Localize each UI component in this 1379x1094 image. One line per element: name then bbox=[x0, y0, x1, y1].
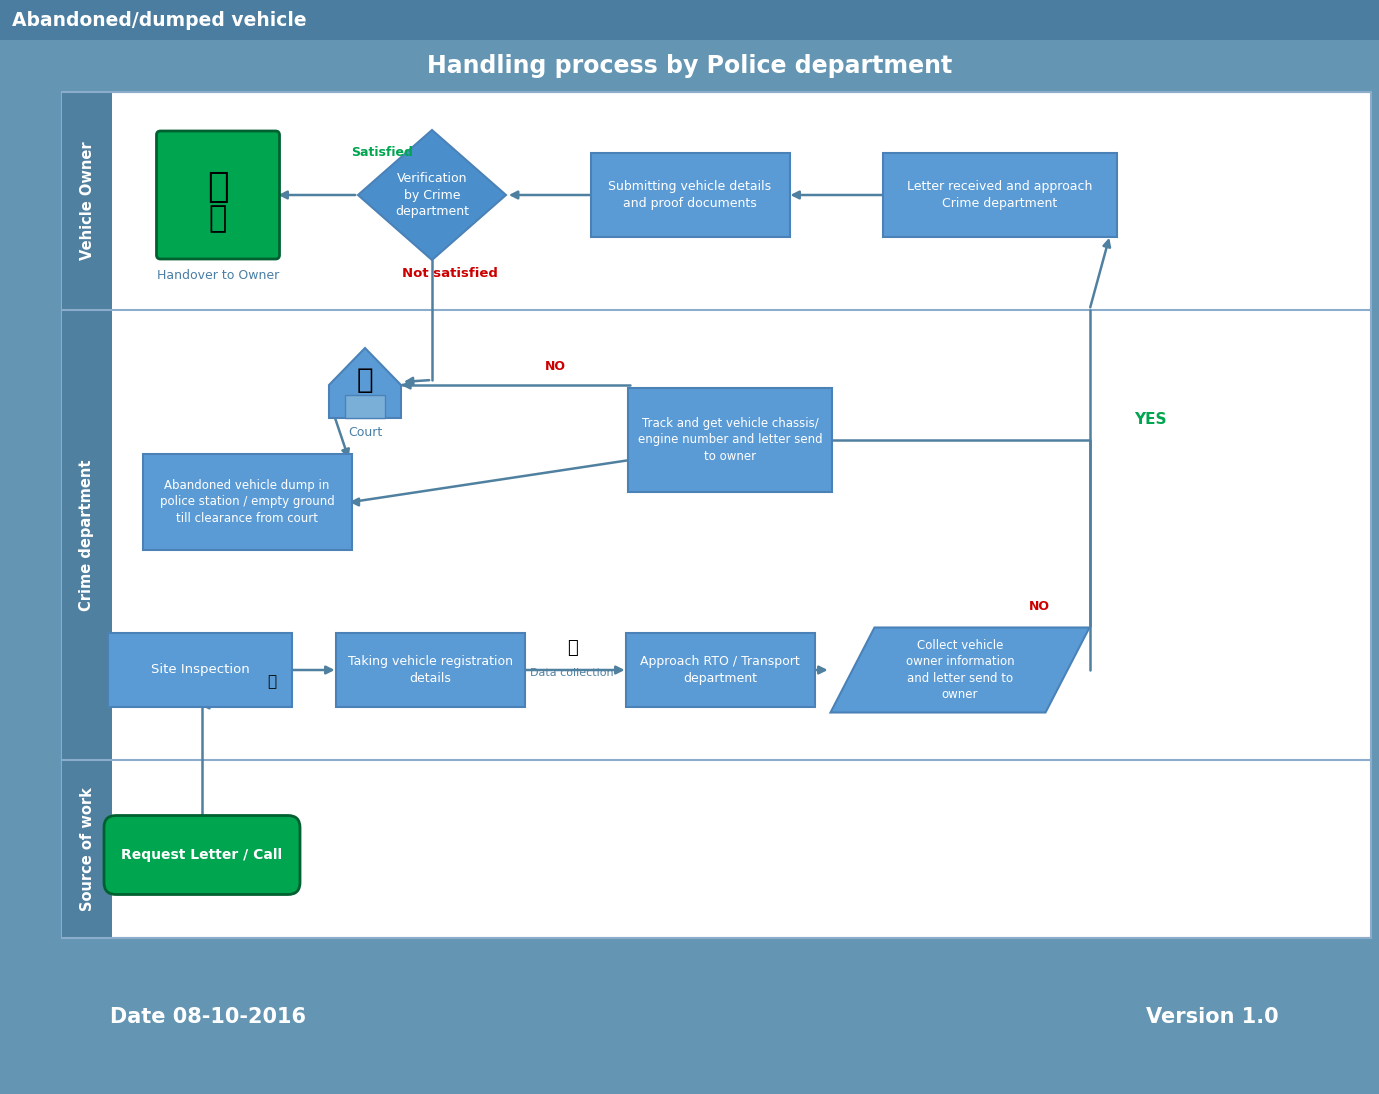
Text: Source of work: Source of work bbox=[80, 787, 95, 911]
Text: YES: YES bbox=[1134, 412, 1167, 428]
FancyBboxPatch shape bbox=[62, 311, 112, 759]
FancyBboxPatch shape bbox=[103, 815, 301, 895]
Polygon shape bbox=[359, 130, 506, 260]
Text: Abandoned/dumped vehicle: Abandoned/dumped vehicle bbox=[12, 11, 306, 30]
Text: NO: NO bbox=[1029, 601, 1049, 614]
Text: Site Inspection: Site Inspection bbox=[150, 663, 250, 676]
Text: 🚗: 🚗 bbox=[207, 170, 229, 203]
Text: 🚌: 🚌 bbox=[208, 205, 228, 233]
Text: NO: NO bbox=[545, 360, 565, 373]
Text: Verification
by Crime
department: Verification by Crime department bbox=[394, 172, 469, 218]
FancyBboxPatch shape bbox=[590, 153, 790, 237]
Text: Handling process by Police department: Handling process by Police department bbox=[427, 54, 952, 78]
Text: 📋: 📋 bbox=[268, 675, 277, 689]
Polygon shape bbox=[345, 395, 385, 418]
Text: Version 1.0: Version 1.0 bbox=[1146, 1006, 1278, 1027]
Text: Submitting vehicle details
and proof documents: Submitting vehicle details and proof doc… bbox=[608, 181, 772, 210]
Text: Court: Court bbox=[348, 426, 382, 439]
FancyBboxPatch shape bbox=[142, 454, 352, 550]
FancyBboxPatch shape bbox=[883, 153, 1117, 237]
Polygon shape bbox=[330, 348, 401, 418]
FancyBboxPatch shape bbox=[626, 633, 815, 707]
Text: Vehicle Owner: Vehicle Owner bbox=[80, 142, 95, 260]
Text: Letter received and approach
Crime department: Letter received and approach Crime depar… bbox=[907, 181, 1092, 210]
FancyBboxPatch shape bbox=[0, 940, 1379, 1094]
FancyBboxPatch shape bbox=[108, 633, 292, 707]
Text: Data collection: Data collection bbox=[530, 668, 614, 678]
Text: Collect vehicle
owner information
and letter send to
owner: Collect vehicle owner information and le… bbox=[906, 639, 1015, 701]
Text: Approach RTO / Transport
department: Approach RTO / Transport department bbox=[640, 655, 800, 685]
FancyBboxPatch shape bbox=[62, 92, 1371, 938]
FancyBboxPatch shape bbox=[0, 40, 1379, 92]
Text: Taking vehicle registration
details: Taking vehicle registration details bbox=[348, 655, 513, 685]
Text: Crime department: Crime department bbox=[80, 459, 95, 610]
FancyBboxPatch shape bbox=[156, 131, 280, 259]
FancyBboxPatch shape bbox=[62, 93, 112, 309]
FancyBboxPatch shape bbox=[0, 0, 1379, 40]
Text: Request Letter / Call: Request Letter / Call bbox=[121, 848, 283, 862]
Polygon shape bbox=[830, 628, 1089, 712]
Text: Abandoned vehicle dump in
police station / empty ground
till clearance from cour: Abandoned vehicle dump in police station… bbox=[160, 479, 334, 525]
FancyBboxPatch shape bbox=[62, 761, 112, 936]
Text: Track and get vehicle chassis/
engine number and letter send
to owner: Track and get vehicle chassis/ engine nu… bbox=[637, 417, 822, 463]
Text: 🏛: 🏛 bbox=[357, 366, 374, 394]
FancyBboxPatch shape bbox=[335, 633, 524, 707]
Text: Date 08-10-2016: Date 08-10-2016 bbox=[110, 1006, 306, 1027]
Text: Satisfied: Satisfied bbox=[352, 147, 412, 160]
FancyBboxPatch shape bbox=[627, 388, 832, 492]
Text: Handover to Owner: Handover to Owner bbox=[157, 269, 279, 282]
Text: Not satisfied: Not satisfied bbox=[403, 267, 498, 280]
Text: 📚: 📚 bbox=[567, 639, 578, 657]
